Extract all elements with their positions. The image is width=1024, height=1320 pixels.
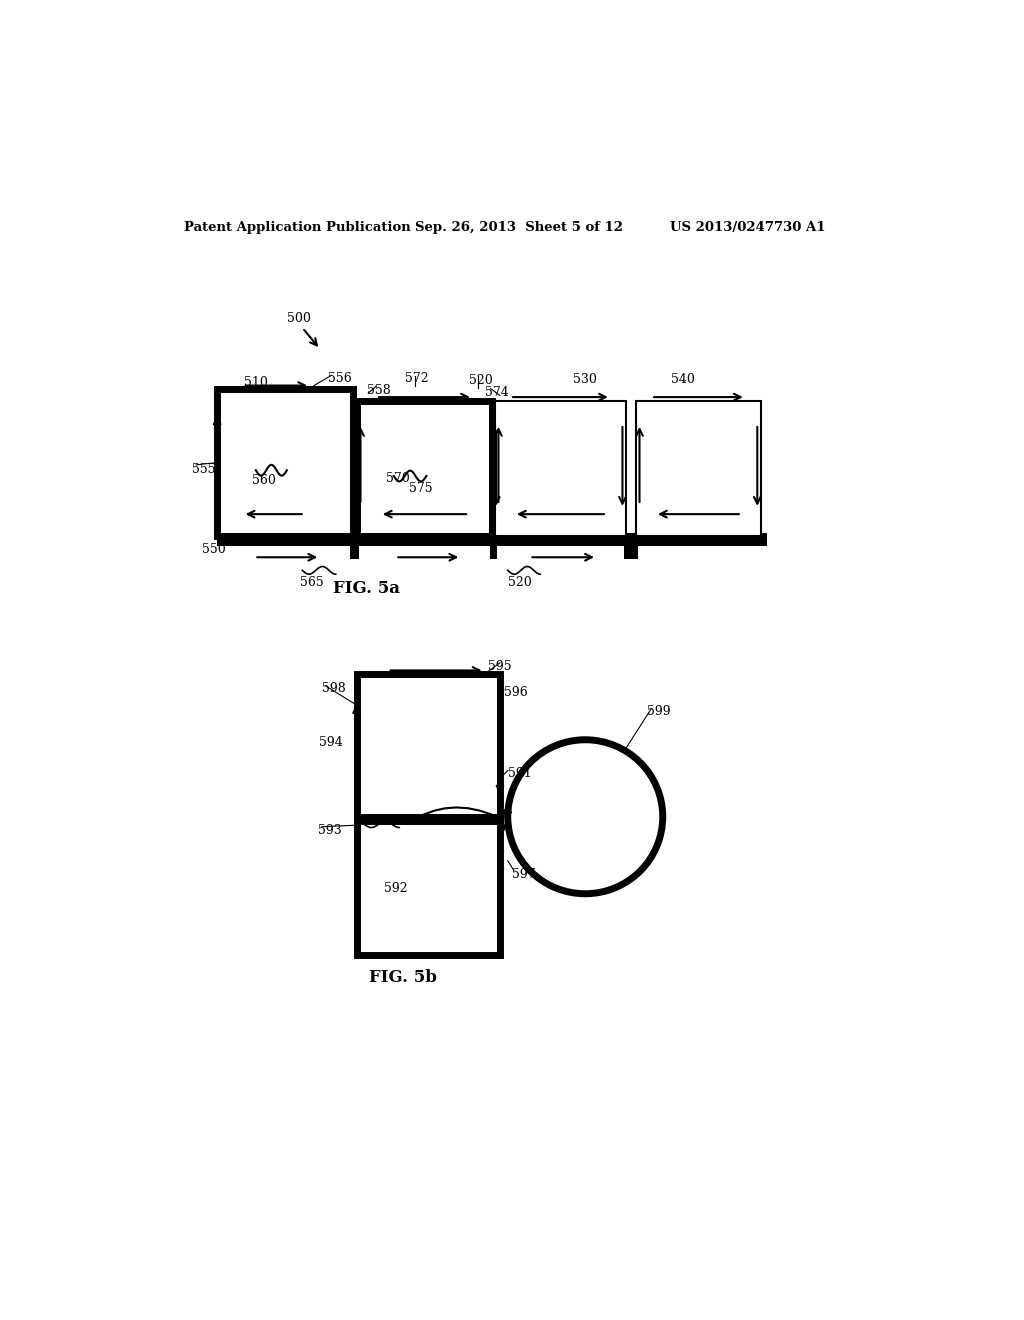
Text: 594: 594 xyxy=(319,737,343,748)
Text: 556: 556 xyxy=(328,372,351,385)
Text: 560: 560 xyxy=(252,474,275,487)
Text: 591: 591 xyxy=(508,767,531,780)
Text: 550: 550 xyxy=(202,544,225,557)
Bar xyxy=(350,545,359,558)
Circle shape xyxy=(508,739,663,894)
Text: FIG. 5a: FIG. 5a xyxy=(333,581,400,598)
Text: 510: 510 xyxy=(245,376,268,388)
Text: 530: 530 xyxy=(572,374,597,387)
Text: 575: 575 xyxy=(410,482,433,495)
Text: 595: 595 xyxy=(488,660,512,673)
Bar xyxy=(624,545,638,558)
Bar xyxy=(356,401,493,536)
Text: 596: 596 xyxy=(504,686,527,698)
Bar xyxy=(356,821,500,956)
Text: 558: 558 xyxy=(367,384,390,397)
Text: Patent Application Publication: Patent Application Publication xyxy=(183,222,411,234)
Text: 572: 572 xyxy=(406,372,429,385)
Text: 500: 500 xyxy=(287,313,310,326)
Text: 555: 555 xyxy=(191,462,215,475)
Bar xyxy=(495,401,627,536)
Text: Sep. 26, 2013  Sheet 5 of 12: Sep. 26, 2013 Sheet 5 of 12 xyxy=(415,222,623,234)
Text: US 2013/0247730 A1: US 2013/0247730 A1 xyxy=(671,222,826,234)
Text: 520: 520 xyxy=(469,374,493,387)
Bar xyxy=(217,533,767,545)
Text: 598: 598 xyxy=(322,682,345,696)
Text: 593: 593 xyxy=(317,825,342,837)
Text: 570: 570 xyxy=(386,471,410,484)
Bar xyxy=(217,389,352,536)
Text: 597: 597 xyxy=(512,869,536,882)
Text: 540: 540 xyxy=(671,374,694,387)
Bar xyxy=(356,675,500,817)
Text: 574: 574 xyxy=(484,387,508,400)
Text: 565: 565 xyxy=(300,576,324,589)
Text: 599: 599 xyxy=(647,705,671,718)
Bar xyxy=(489,545,497,558)
Text: 520: 520 xyxy=(508,576,531,589)
Text: FIG. 5b: FIG. 5b xyxy=(370,969,437,986)
Text: 592: 592 xyxy=(384,882,408,895)
Bar xyxy=(636,401,761,536)
